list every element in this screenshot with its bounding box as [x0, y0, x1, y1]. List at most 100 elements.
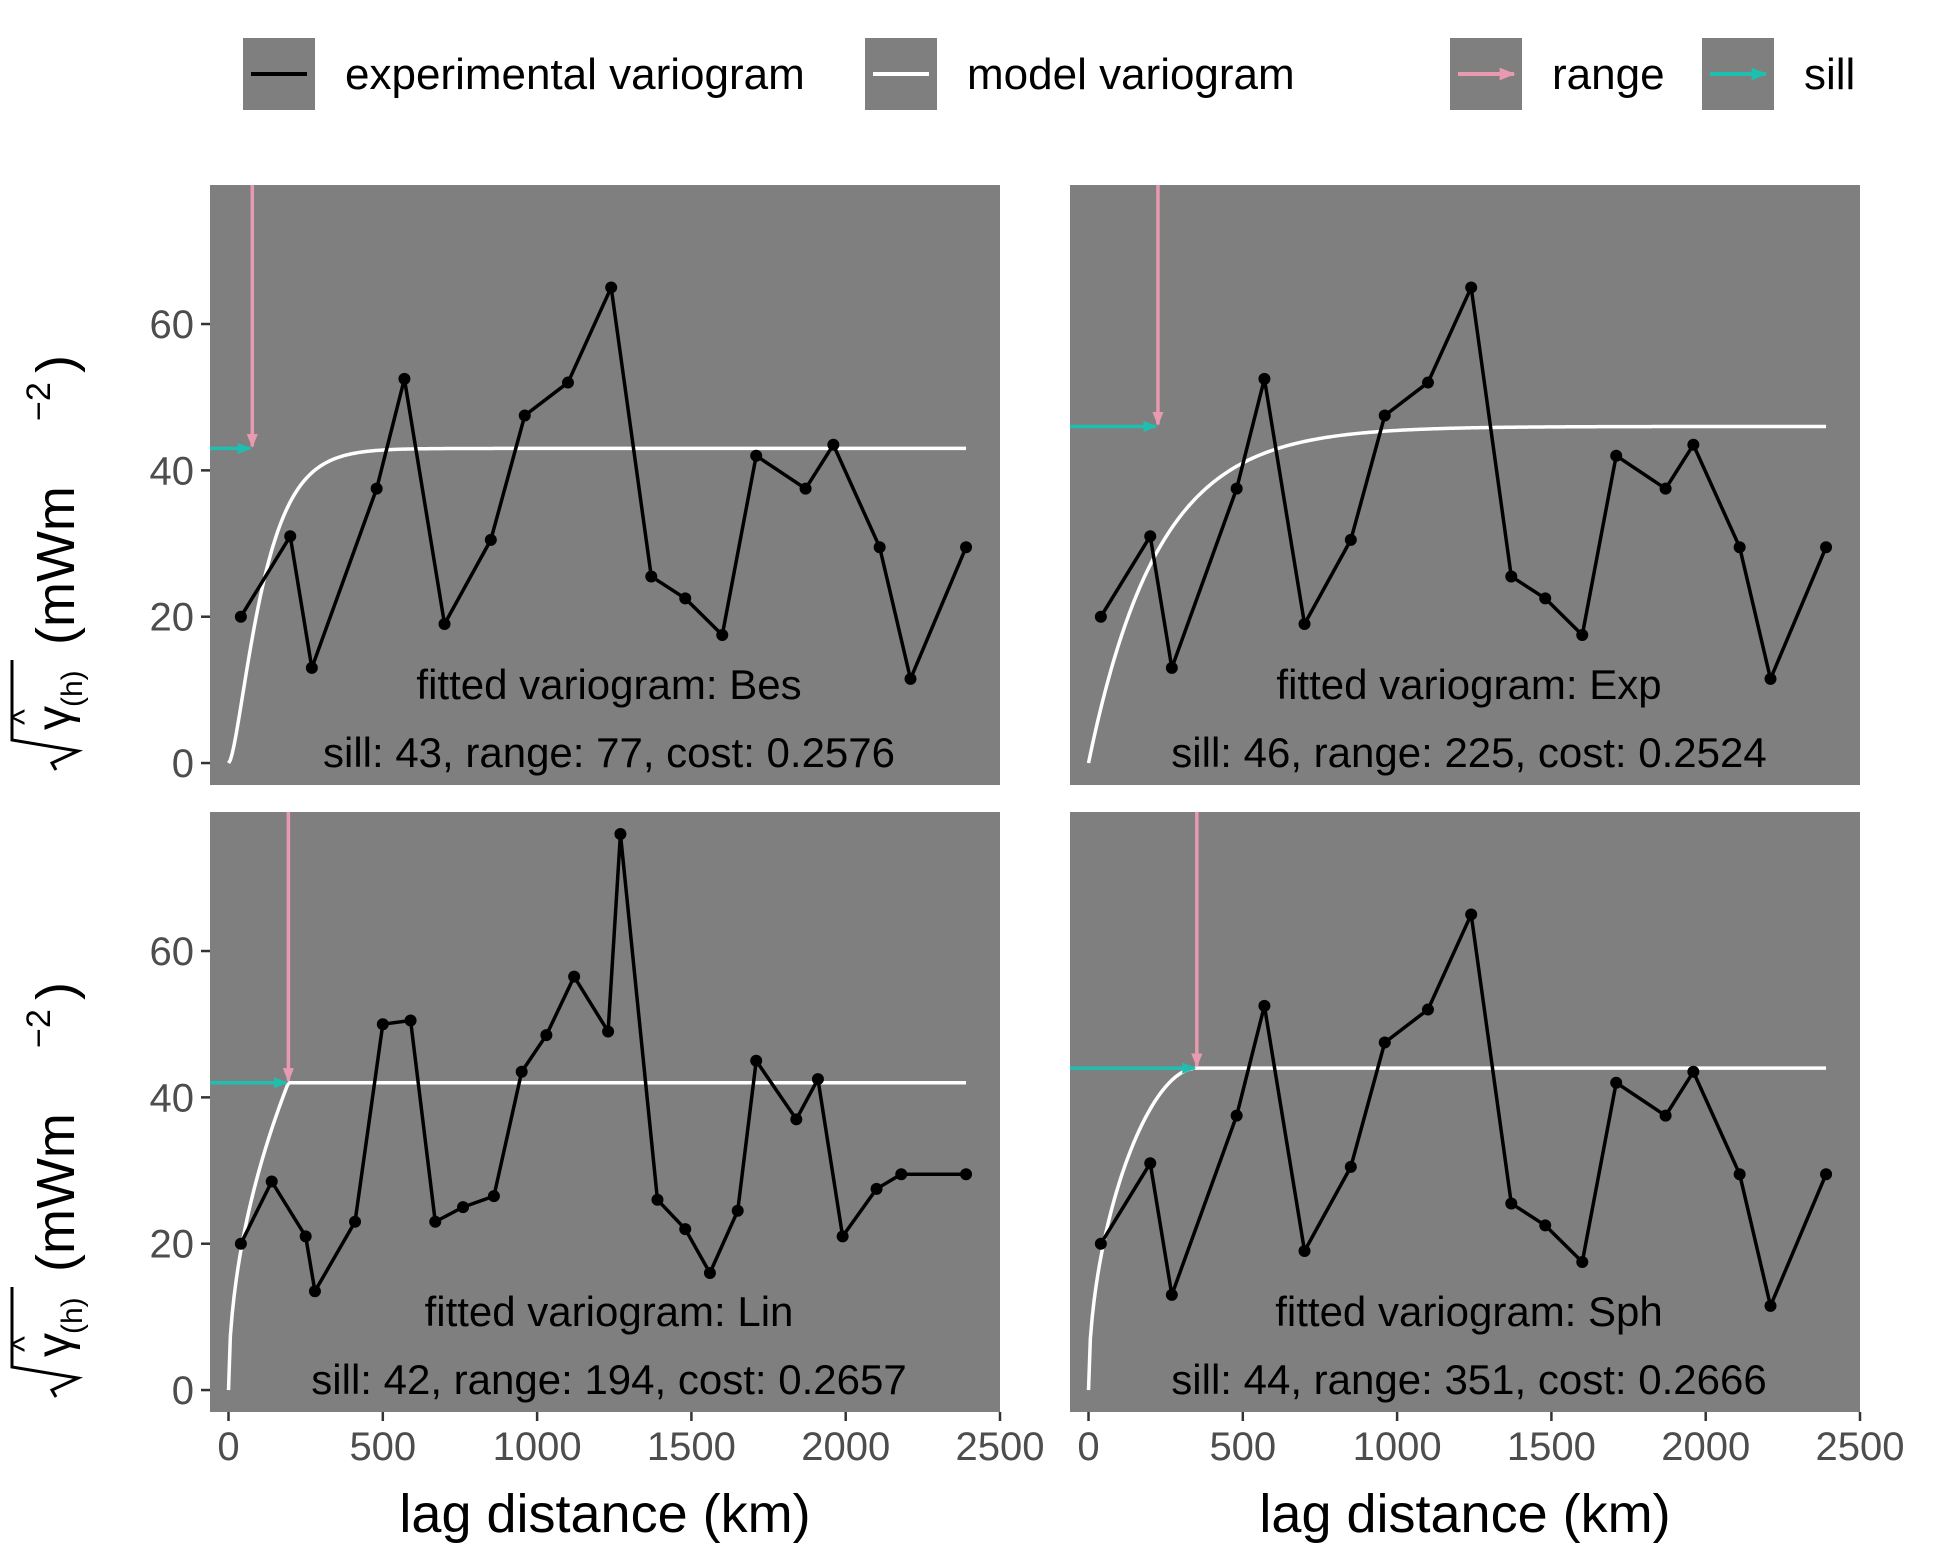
- legend-label-model: model variogram: [967, 50, 1295, 99]
- y-tick-label: 40: [150, 449, 195, 493]
- experimental-point: [1378, 1036, 1391, 1049]
- model-variogram-line: [227, 446, 967, 764]
- legend-item-model: model variogram: [865, 38, 1295, 110]
- x-axis-title: lag distance (km): [399, 1484, 810, 1544]
- y-tick-label: 0: [172, 1369, 194, 1413]
- experimental-point: [1230, 482, 1243, 495]
- experimental-point: [1610, 1076, 1623, 1089]
- x-tick-label: 0: [217, 1425, 239, 1469]
- experimental-point: [1539, 592, 1552, 605]
- legend-label-sill: sill: [1804, 50, 1855, 99]
- experimental-point: [1144, 530, 1157, 543]
- experimental-point: [540, 1029, 553, 1042]
- experimental-point: [1344, 533, 1357, 546]
- panel-background: [210, 185, 1000, 785]
- x-tick-label: 2500: [956, 1425, 1045, 1469]
- experimental-point: [895, 1168, 908, 1181]
- experimental-point: [398, 372, 411, 385]
- experimental-point: [1576, 1256, 1589, 1268]
- panel-bes: fitted variogram: Bes sill: 43, range: 77…: [150, 185, 1000, 786]
- experimental-point: [1094, 1237, 1107, 1250]
- experimental-point: [960, 541, 973, 554]
- model-variogram-line: [226, 1080, 967, 1391]
- experimental-point: [487, 1190, 500, 1203]
- experimental-point: [484, 533, 497, 546]
- y-axis-unit: (mWm: [26, 1113, 86, 1272]
- experimental-point: [703, 1266, 716, 1279]
- experimental-point: [731, 1204, 744, 1217]
- experimental-point: [1505, 570, 1518, 583]
- x-axis-title: lag distance (km): [1259, 1484, 1670, 1544]
- experimental-point: [811, 1073, 824, 1086]
- y-axis-hat: ^: [6, 1336, 44, 1352]
- experimental-point: [234, 1237, 247, 1250]
- y-tick-label: 40: [150, 1076, 195, 1120]
- experimental-point: [1820, 1168, 1833, 1181]
- x-tick-label: 500: [349, 1425, 416, 1469]
- experimental-point: [1258, 372, 1271, 385]
- experimental-point: [1344, 1160, 1357, 1173]
- experimental-point: [1165, 661, 1178, 674]
- experimental-point: [1733, 541, 1746, 554]
- legend-item-experimental: experimental variogram: [243, 38, 805, 110]
- y-tick-label: 60: [150, 930, 195, 974]
- y-axis-hat: ^: [6, 709, 44, 725]
- experimental-point: [234, 610, 247, 623]
- panel-background: [1070, 812, 1860, 1412]
- y-axis-unit: (mWm: [26, 486, 86, 645]
- experimental-point: [1465, 908, 1478, 921]
- y-axis-gamma: γ: [28, 706, 81, 730]
- experimental-point: [1298, 1245, 1311, 1258]
- experimental-point: [1687, 1065, 1700, 1078]
- experimental-point: [1764, 1299, 1777, 1312]
- experimental-point: [515, 1065, 528, 1078]
- experimental-point: [568, 970, 581, 983]
- experimental-point: [518, 409, 531, 422]
- experimental-point: [645, 570, 658, 583]
- legend-item-sill: sill: [1702, 38, 1855, 110]
- experimental-point: [404, 1014, 417, 1027]
- annotation-model-name: fitted variogram: Bes: [416, 661, 801, 708]
- experimental-point: [1820, 541, 1833, 554]
- experimental-point: [349, 1215, 362, 1228]
- experimental-point: [299, 1230, 312, 1243]
- experimental-point: [679, 1223, 692, 1236]
- experimental-point: [1659, 1109, 1672, 1122]
- experimental-point: [429, 1215, 442, 1228]
- legend: experimental variogram model variogram r…: [243, 38, 1855, 110]
- experimental-point: [1576, 629, 1589, 641]
- annotation-fit-stats: sill: 43, range: 77, cost: 0.2576: [323, 729, 895, 776]
- annotation-fit-stats: sill: 46, range: 225, cost: 0.2524: [1171, 729, 1766, 776]
- x-tick-label: 1500: [647, 1425, 736, 1469]
- experimental-point: [716, 629, 729, 641]
- x-tick-label: 2000: [801, 1425, 890, 1469]
- experimental-point: [651, 1193, 664, 1206]
- experimental-point: [750, 1054, 763, 1067]
- experimental-point: [1610, 449, 1623, 462]
- experimental-point: [1659, 482, 1672, 495]
- annotation-fit-stats: sill: 44, range: 351, cost: 0.2666: [1171, 1356, 1766, 1403]
- legend-label-range: range: [1552, 50, 1665, 99]
- y-tick-label: 20: [150, 1223, 195, 1267]
- experimental-point: [370, 482, 383, 495]
- experimental-point: [799, 482, 812, 495]
- y-axis-label: ^γ(h) (mWm −2): [6, 355, 89, 771]
- experimental-point: [1144, 1157, 1157, 1170]
- model-variogram-line: [1086, 424, 1827, 764]
- experimental-point: [1421, 376, 1434, 389]
- panel-sph: fitted variogram: Sph sill: 44, range: 35…: [1070, 812, 1904, 1544]
- experimental-point: [438, 618, 451, 631]
- y-axis-label: ^γ(h) (mWm −2): [6, 982, 89, 1398]
- experimental-point: [305, 661, 318, 674]
- x-tick-label: 1000: [1353, 1425, 1442, 1469]
- experimental-variogram-line: [239, 832, 967, 1294]
- experimental-point: [561, 376, 574, 389]
- experimental-point: [870, 1182, 883, 1195]
- experimental-point: [602, 1025, 615, 1038]
- panel-exp: fitted variogram: Exp sill: 46, range: 22…: [1070, 185, 1860, 785]
- experimental-point: [1378, 409, 1391, 422]
- panel-background: [210, 812, 1000, 1412]
- experimental-point: [1733, 1168, 1746, 1181]
- annotation-model-name: fitted variogram: Lin: [425, 1288, 794, 1335]
